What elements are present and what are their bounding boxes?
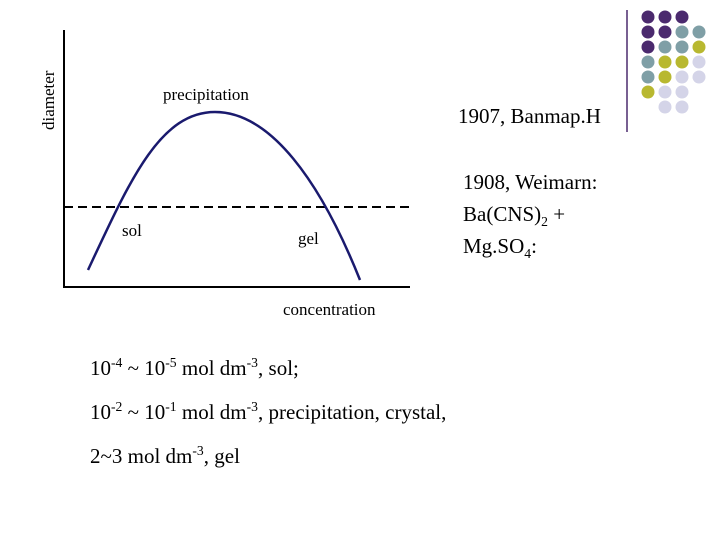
dot	[658, 55, 672, 69]
text-segment: Ba(CNS)	[463, 202, 542, 226]
text-body: 10-4 ~ 10-5 mol dm-3, sol; 10-2 ~ 10-1 mo…	[90, 346, 446, 478]
dot	[692, 40, 706, 54]
dot	[641, 70, 655, 84]
text-segment: -3	[246, 355, 259, 370]
note: 1907, Banmap.H	[458, 106, 601, 127]
text-line: Mg.SO4:	[463, 230, 597, 262]
text-segment: , sol;	[258, 356, 299, 380]
dot	[641, 25, 655, 39]
dot	[675, 25, 689, 39]
dot	[675, 10, 689, 24]
dot	[658, 10, 672, 24]
dot	[658, 100, 672, 114]
text-segment: , precipitation, crystal,	[258, 400, 447, 424]
dot	[692, 70, 706, 84]
text-segment: 1907, Banmap.H	[458, 104, 601, 128]
text-segment: ~ 10	[122, 400, 166, 424]
dot	[692, 55, 706, 69]
text-line: 10-4 ~ 10-5 mol dm-3, sol;	[90, 346, 446, 390]
text-segment: 4	[524, 246, 532, 262]
text-segment: mol dm	[176, 400, 247, 424]
dot	[658, 25, 672, 39]
dot	[692, 25, 706, 39]
text-segment: :	[531, 234, 537, 258]
dot	[641, 85, 655, 99]
y-axis-label: diameter	[39, 70, 58, 130]
text-segment: , gel	[203, 444, 240, 468]
dot	[675, 40, 689, 54]
x-axis-label: concentration	[283, 300, 376, 319]
dot	[658, 85, 672, 99]
text-segment: 2~3 mol dm	[90, 444, 193, 468]
curve-label: precipitation	[163, 85, 249, 104]
text-segment: 1908, Weimarn:	[463, 170, 598, 194]
dot	[658, 40, 672, 54]
text-line: 10-2 ~ 10-1 mol dm-3, precipitation, cry…	[90, 390, 446, 434]
text-segment: -3	[246, 399, 259, 414]
text-line: 2~3 mol dm-3, gel	[90, 434, 446, 478]
note: 1908, Weimarn: Ba(CNS)2 + Mg.SO4:	[463, 166, 597, 262]
text-segment: +	[548, 202, 566, 226]
text-line: Ba(CNS)2 +	[463, 198, 597, 230]
text-line: 1908, Weimarn:	[463, 166, 597, 198]
dot	[658, 70, 672, 84]
curve	[86, 110, 362, 281]
text-segment: 2	[541, 214, 548, 230]
text-segment: -4	[111, 355, 123, 370]
text-line: 1907, Banmap.H	[458, 106, 601, 127]
dot	[641, 10, 655, 24]
text-segment: ~ 10	[122, 356, 166, 380]
text-segment: mol dm	[176, 356, 247, 380]
text-segment: -5	[165, 355, 177, 370]
gel-label: gel	[298, 229, 319, 248]
dot	[641, 40, 655, 54]
dot	[675, 70, 689, 84]
text-segment: 10	[90, 400, 111, 424]
text-segment: 10	[90, 356, 111, 380]
text-segment: Mg.SO	[463, 234, 525, 258]
dot	[675, 100, 689, 114]
text-segment: -1	[165, 399, 177, 414]
dot	[675, 85, 689, 99]
dot	[641, 55, 655, 69]
text-segment: -3	[192, 443, 204, 458]
dot	[675, 55, 689, 69]
decoration-dots	[626, 10, 706, 132]
sol-label: sol	[122, 221, 142, 240]
text-segment: -2	[111, 399, 123, 414]
